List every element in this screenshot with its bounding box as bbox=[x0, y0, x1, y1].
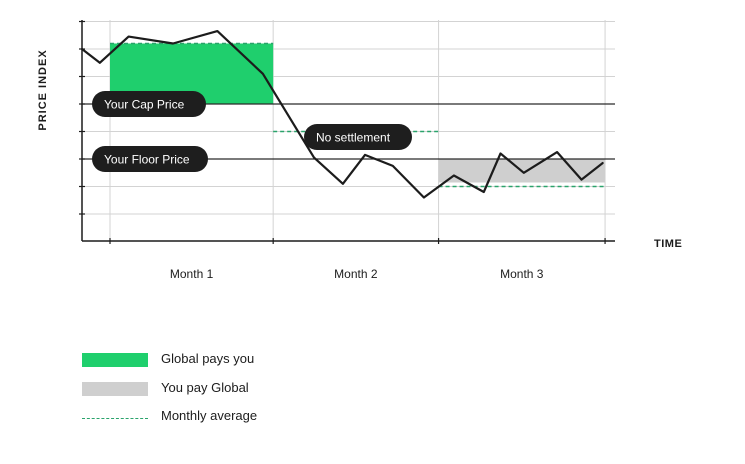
floor-price-pill: Your Floor Price bbox=[92, 146, 208, 172]
x-tick-label-month-3: Month 3 bbox=[500, 267, 544, 281]
no-settlement-pill: No settlement bbox=[304, 124, 412, 150]
cap-price-pill-background bbox=[92, 91, 206, 117]
legend-label: You pay Global bbox=[161, 380, 249, 395]
no-settlement-pill-label: No settlement bbox=[316, 131, 391, 145]
x-tick-label-month-2: Month 2 bbox=[334, 267, 378, 281]
legend-label: Global pays you bbox=[161, 351, 255, 366]
cap-price-pill: Your Cap Price bbox=[92, 91, 206, 117]
legend-swatch-dashed bbox=[82, 418, 148, 419]
no-settlement-pill-background bbox=[304, 124, 412, 150]
y-axis-label: PRICE INDEX bbox=[37, 49, 49, 130]
legend-label: Monthly average bbox=[161, 408, 258, 423]
legend-swatch-gray bbox=[82, 382, 148, 396]
price-index-line bbox=[80, 30, 604, 199]
x-tick-label-month-1: Month 1 bbox=[170, 267, 214, 281]
legend-swatch-green bbox=[82, 353, 148, 367]
floor-price-pill-label: Your Floor Price bbox=[104, 153, 190, 167]
x-axis-label: TIME bbox=[654, 238, 682, 250]
floor-price-pill-background bbox=[92, 146, 208, 172]
cap-price-pill-label: Your Cap Price bbox=[104, 98, 185, 112]
